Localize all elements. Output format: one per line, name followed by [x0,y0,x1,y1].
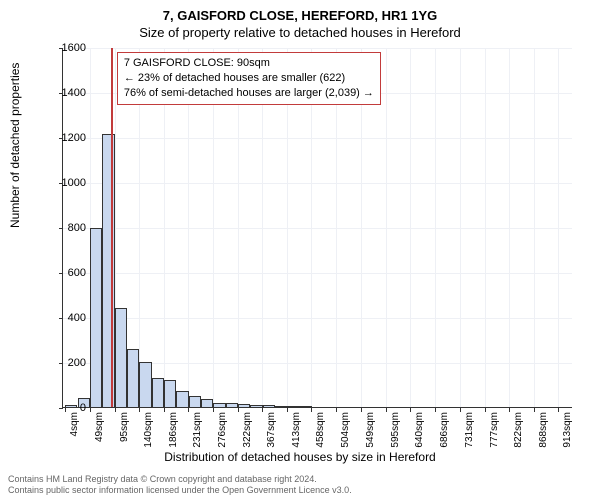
marker-infobox: 7 GAISFORD CLOSE: 90sqm ← 23% of detache… [117,52,381,105]
page-title: 7, GAISFORD CLOSE, HEREFORD, HR1 1YG [0,0,600,23]
infobox-line2: ← 23% of detached houses are smaller (62… [124,71,374,86]
x-axis-label: Distribution of detached houses by size … [0,450,600,464]
y-tick-label: 1000 [46,177,86,189]
property-marker-line [111,48,113,407]
y-tick-label: 200 [46,357,86,369]
chart-area: 4sqm49sqm95sqm140sqm186sqm231sqm276sqm32… [62,48,572,408]
footer-attribution: Contains HM Land Registry data © Crown c… [8,474,352,496]
histogram-bar [201,399,213,407]
histogram-bar [213,403,225,408]
histogram-bar [90,228,102,407]
histogram-bar [139,362,151,407]
y-tick-label: 800 [46,222,86,234]
histogram-bar [176,391,188,407]
y-tick-label: 0 [46,402,86,414]
y-axis-label: Number of detached properties [8,63,22,228]
y-tick-label: 1600 [46,42,86,54]
histogram-bar [127,349,139,408]
histogram-bar [250,405,262,407]
y-tick-label: 400 [46,312,86,324]
histogram-bar [275,406,287,407]
y-tick-label: 600 [46,267,86,279]
histogram-bar [300,406,312,407]
histogram-bar [164,380,176,407]
infobox-line1: 7 GAISFORD CLOSE: 90sqm [124,56,374,71]
footer-line2: Contains public sector information licen… [8,485,352,496]
histogram-bar [152,378,164,407]
infobox-line3: 76% of semi-detached houses are larger (… [124,86,374,101]
histogram-bar [189,396,201,407]
y-tick-label: 1400 [46,87,86,99]
footer-line1: Contains HM Land Registry data © Crown c… [8,474,352,485]
histogram-bar [287,406,299,407]
histogram-bar [115,308,127,407]
histogram-bar [263,405,275,407]
y-tick-label: 1200 [46,132,86,144]
histogram-bar [238,404,250,407]
histogram-bar [226,403,238,408]
page-subtitle: Size of property relative to detached ho… [0,23,600,40]
